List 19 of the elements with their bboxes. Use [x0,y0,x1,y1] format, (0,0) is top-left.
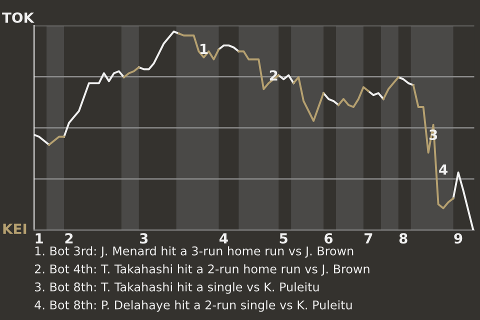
annotation: 1 [200,44,208,54]
x-tick-label: 8 [399,233,408,244]
annotation: 2 [270,70,278,81]
text: 1. Bot 3rd: J. Menard hit a 3-run home run vs J. Brown [35,246,354,258]
text: 3. Bot 8th: T. Takahashi hit a single vs K. Puleitu [34,282,319,294]
x-tick-label: 2 [65,233,73,244]
x-tick-label: 5 [280,233,288,244]
x-tick-label: 4 [220,233,228,244]
text: TOK [2,12,34,23]
text: KEI [3,224,26,234]
x-tick-label: 9 [454,233,462,244]
x-tick-label: 7 [364,233,372,244]
x-tick-label: 3 [140,233,148,244]
x-tick-label: 6 [324,233,333,244]
text: 4. Bot 8th: P. Delahaye hit a 2-run single vs K. Puleitu [34,300,352,312]
text: 2. Bot 4th: T. Takahashi hit a 2-run home run vs J. Brown [34,264,370,276]
annotation: 3 [429,130,438,140]
annotation: 4 [439,164,448,175]
x-tick-label: 1 [36,233,43,244]
